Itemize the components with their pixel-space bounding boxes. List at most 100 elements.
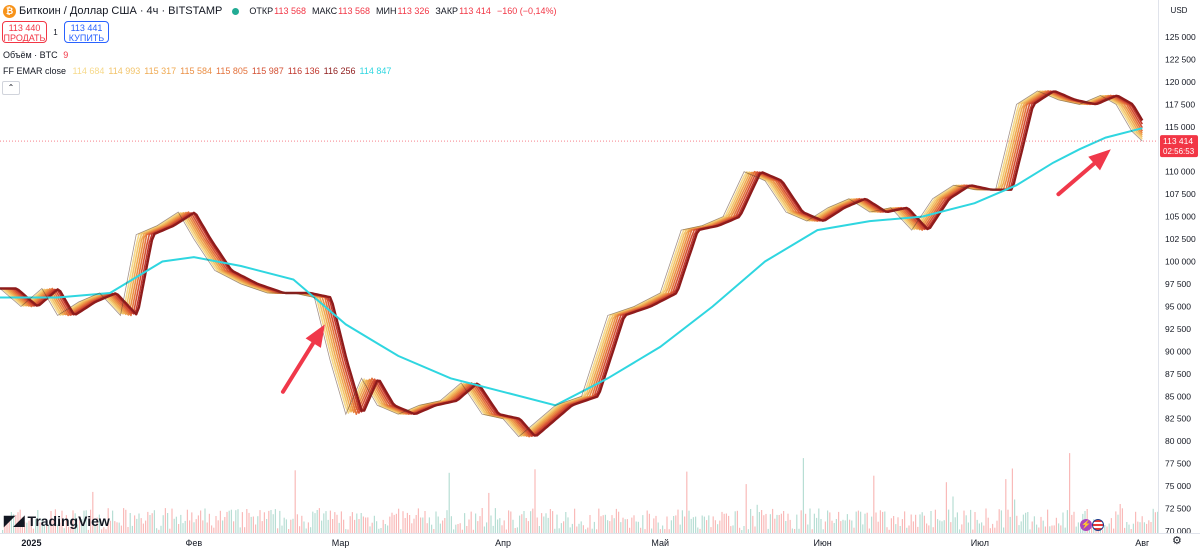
volume-bar — [94, 524, 96, 533]
volume-bar — [24, 521, 26, 533]
volume-bar — [884, 511, 886, 533]
volume-bar — [576, 526, 578, 533]
price-tick-label: 87 500 — [1165, 369, 1191, 379]
volume-bar — [688, 510, 690, 533]
open-value: 113 568 — [274, 6, 306, 16]
volume-bar — [554, 528, 556, 533]
ema-ribbon-line — [0, 90, 1143, 437]
volume-bar — [50, 511, 52, 533]
volume-bar — [626, 519, 628, 533]
ema-ribbon-line — [0, 90, 1143, 437]
volume-bar — [613, 518, 615, 533]
volume-bar — [483, 526, 485, 533]
volume-bar — [798, 528, 800, 533]
volume-legend-value: 9 — [63, 50, 69, 60]
volume-bar — [1018, 525, 1020, 533]
volume-bar — [334, 512, 336, 533]
volume-bar — [481, 508, 483, 533]
price-tick-label: 75 000 — [1165, 481, 1191, 491]
settings-icon[interactable]: ⚙ — [1172, 535, 1182, 547]
price-tick-label: 120 000 — [1165, 77, 1196, 87]
volume-bar — [369, 526, 371, 533]
volume-bar — [288, 529, 290, 533]
ema-legend[interactable]: FF EMAR close 114 684 114 993 115 317 115 5… — [3, 66, 399, 76]
volume-bar — [895, 524, 897, 533]
sell-button[interactable]: 113 440 ПРОДАТЬ — [2, 21, 47, 43]
volume-bar — [149, 515, 151, 533]
volume-bar — [239, 527, 241, 533]
volume-bar — [1115, 511, 1117, 533]
volume-bar — [816, 517, 818, 533]
volume-bar — [736, 510, 738, 533]
volume-bar — [1141, 516, 1143, 533]
us-flag-icon[interactable] — [1092, 519, 1104, 531]
sell-label: ПРОДАТЬ — [3, 33, 46, 43]
volume-bar — [703, 516, 705, 533]
volume-bar — [367, 517, 369, 533]
volume-bar — [19, 509, 21, 533]
price-tick-label: 115 000 — [1165, 122, 1195, 132]
volume-bar — [525, 518, 527, 533]
volume-bar — [301, 515, 303, 533]
volume-bar — [70, 527, 72, 533]
volume-bar — [965, 515, 967, 533]
volume-bar — [721, 511, 723, 533]
bitcoin-icon: ₿ — [3, 4, 16, 18]
volume-legend[interactable]: Объём · BTC 9 — [3, 50, 68, 60]
volume-bar — [1009, 516, 1011, 533]
volume-bar — [268, 510, 270, 533]
volume-bar — [1044, 526, 1046, 533]
buy-button[interactable]: 113 441 КУПИТЬ — [64, 21, 109, 43]
volume-bar — [494, 508, 496, 533]
volume-bar — [259, 510, 261, 533]
volume-bar — [578, 523, 580, 533]
volume-bar — [624, 519, 626, 533]
volume-bar — [706, 520, 708, 533]
ema-ribbon-line — [0, 90, 1143, 437]
volume-bar — [809, 508, 811, 533]
volume-bar — [893, 516, 895, 533]
ema-legend-value: 115 805 — [216, 66, 248, 76]
volume-bar — [169, 528, 171, 533]
volume-bar — [543, 516, 545, 533]
volume-bar — [827, 510, 829, 533]
volume-bar — [1040, 516, 1042, 533]
volume-bar — [2, 530, 4, 533]
volume-bar — [310, 527, 312, 533]
symbol-title[interactable]: Биткоин / Доллар США · 4ч · BITSTAMP — [19, 5, 223, 17]
ema-legend-values: 114 684 114 993 115 317 115 584 115 805 115 9… — [73, 66, 396, 76]
time-tick-label: Май — [651, 538, 669, 548]
collapse-legend-button[interactable]: ⌃ — [2, 81, 20, 95]
volume-bar — [629, 527, 631, 533]
volume-bar — [371, 522, 373, 533]
volume-bar — [556, 514, 558, 533]
volume-bar — [226, 511, 228, 533]
volume-bar — [393, 514, 395, 533]
volume-bar — [68, 526, 70, 533]
tradingview-logo[interactable]: ◤◢ TradingView — [4, 512, 110, 529]
volume-bar — [833, 523, 835, 533]
volume-bar — [954, 517, 956, 533]
volume-bar — [1029, 529, 1031, 533]
volume-bar — [382, 519, 384, 533]
volume-bar — [692, 517, 694, 533]
volume-bar — [959, 529, 961, 533]
volume-bar — [926, 523, 928, 533]
volume-bar — [277, 528, 279, 533]
time-axis[interactable]: 2025 Фев Мар Апр Май Июн Июл Авг — [0, 533, 1200, 551]
volume-bar — [519, 515, 521, 533]
ema-ribbon-line — [0, 90, 1143, 437]
volume-bar — [589, 515, 591, 533]
volume-bar — [41, 518, 43, 533]
volume-bar — [215, 516, 217, 533]
bolt-icon[interactable]: ⚡ — [1080, 519, 1092, 531]
volume-bar — [637, 521, 639, 533]
ema-legend-value: 115 584 — [180, 66, 213, 76]
currency-label[interactable]: USD — [1170, 6, 1188, 15]
volume-bar — [996, 520, 998, 533]
volume-bar — [1051, 525, 1053, 533]
volume-bar — [675, 515, 677, 533]
volume-bar — [846, 514, 848, 533]
